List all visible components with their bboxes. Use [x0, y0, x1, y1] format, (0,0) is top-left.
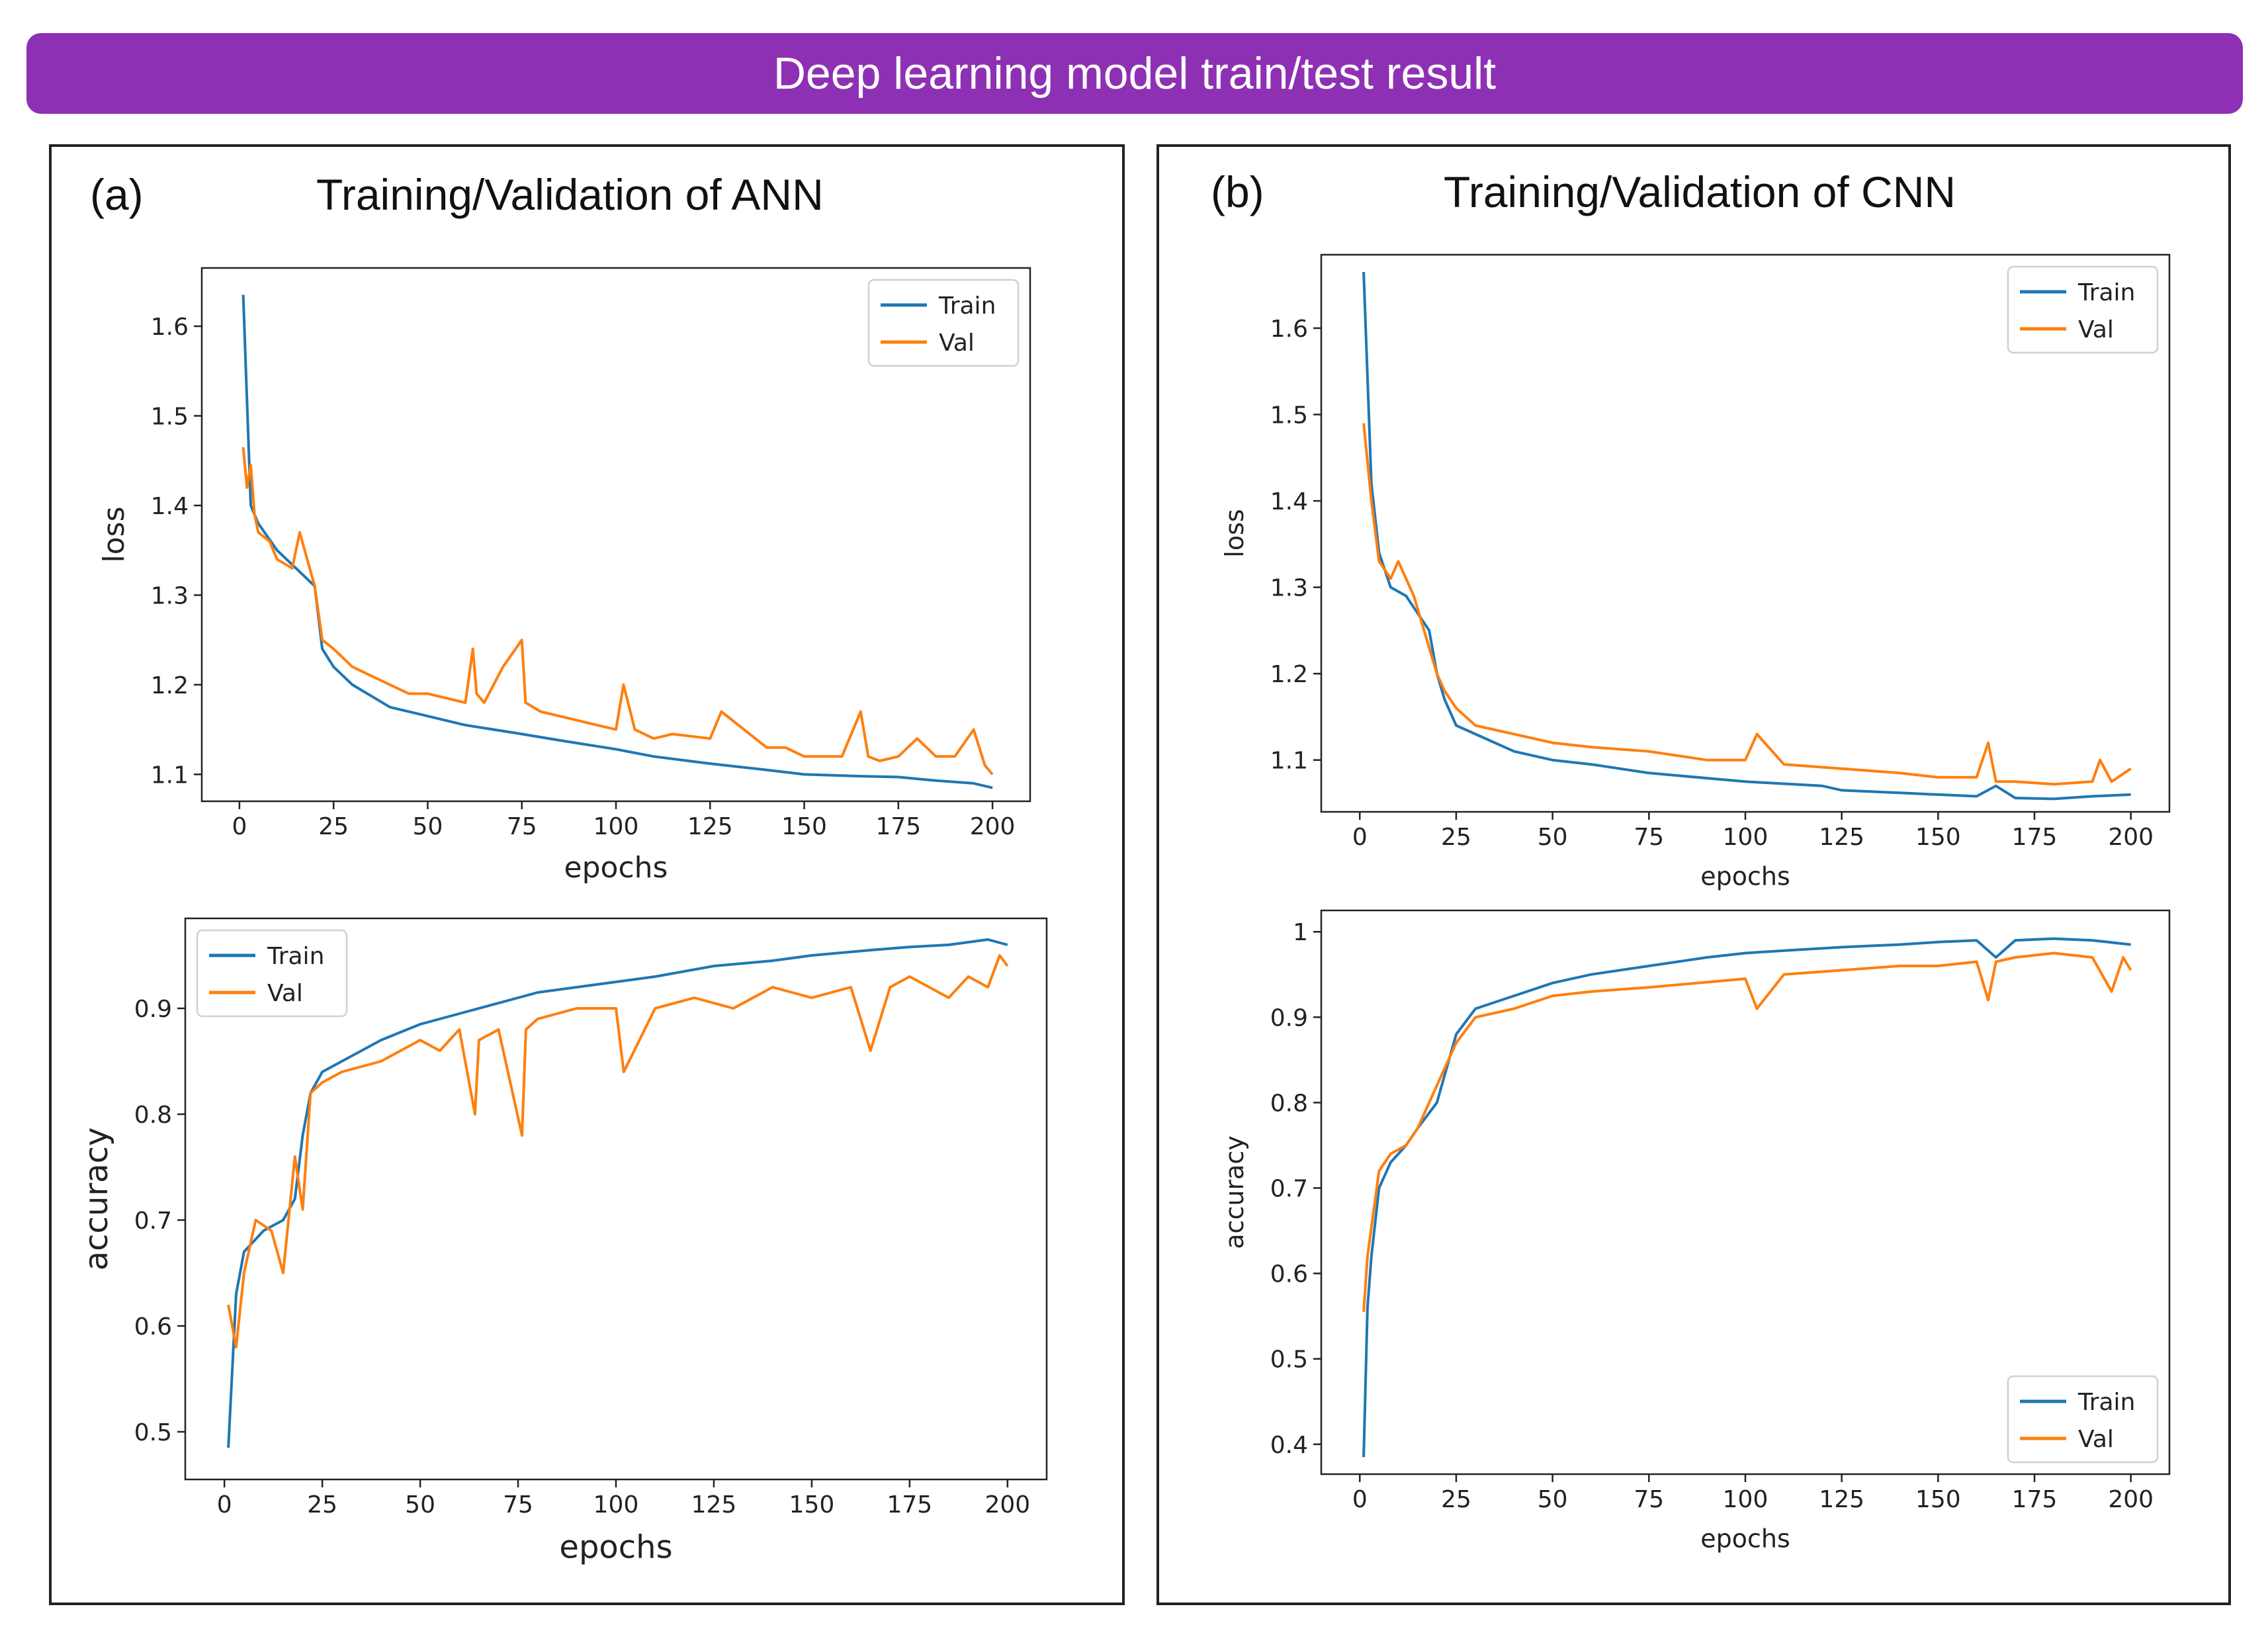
y-tick-label: 1.4: [1270, 488, 1308, 515]
chart-b-accuracy: 0 25 50 75 100 125 150 175 200 0.4 0.5 0.6 0.7 0.8 0.9…: [1220, 910, 2169, 1553]
x-tick-label: 50: [413, 813, 443, 840]
x-axis-label: epochs: [559, 1528, 672, 1565]
legend-label-val: Val: [267, 980, 303, 1007]
x-tick-label: 0: [1352, 1486, 1368, 1513]
legend-label-train: Train: [2077, 1389, 2135, 1416]
x-tick-label: 100: [593, 1491, 639, 1518]
x-tick-label: 175: [875, 813, 921, 840]
series-line-val: [243, 447, 993, 775]
x-tick-label: 175: [2012, 824, 2058, 851]
legend-label-train: Train: [267, 943, 324, 970]
legend-label-train: Train: [938, 292, 996, 320]
series-line-val: [1364, 423, 2131, 785]
legend-label-val: Val: [2078, 316, 2114, 343]
x-tick-label: 0: [232, 813, 247, 840]
y-tick-label: 1.2: [1270, 661, 1308, 688]
x-tick-label: 25: [1441, 824, 1471, 851]
chart-a-accuracy: 0 25 50 75 100 125 150 175 200 0.5 0.6 0.7 0.8 0.9 epo…: [78, 918, 1047, 1565]
x-tick-label: 50: [405, 1491, 435, 1518]
x-tick-label: 25: [1441, 1486, 1471, 1513]
legend: Train Val: [197, 930, 347, 1016]
y-tick-label: 1.6: [151, 314, 189, 341]
y-tick-label: 0.6: [134, 1313, 172, 1341]
y-tick-label: 0.6: [1270, 1261, 1308, 1288]
x-tick-label: 0: [1352, 824, 1368, 851]
x-tick-label: 25: [318, 813, 349, 840]
x-tick-label: 200: [2108, 824, 2154, 851]
chart-a-loss: 0 25 50 75 100 125 150 175 200 1.1 1.2 1.3 1.4 1.5 1.6…: [97, 268, 1030, 885]
x-tick-label: 125: [691, 1491, 737, 1518]
y-tick-label: 1.5: [1270, 402, 1308, 429]
y-tick-label: 1.3: [151, 582, 189, 609]
legend: Train Val: [2008, 1376, 2158, 1462]
x-tick-label: 100: [1723, 1486, 1768, 1513]
x-tick-label: 125: [687, 813, 733, 840]
y-axis-label: accuracy: [78, 1127, 115, 1271]
x-tick-label: 200: [970, 813, 1016, 840]
x-tick-label: 75: [1634, 1486, 1664, 1513]
legend-label-val: Val: [2078, 1426, 2114, 1453]
x-tick-label: 75: [507, 813, 537, 840]
x-tick-label: 75: [503, 1491, 533, 1518]
y-tick-label: 1.2: [151, 672, 189, 699]
legend-label-val: Val: [939, 330, 975, 357]
y-tick-label: 0.9: [1270, 1004, 1308, 1032]
x-tick-label: 0: [217, 1491, 232, 1518]
y-axis-label: accuracy: [1220, 1135, 1249, 1249]
y-axis-label: loss: [1220, 509, 1249, 557]
chart-b-loss: 0 25 50 75 100 125 150 175 200 1.1 1.2 1.3 1.4 1.5 1.6…: [1220, 255, 2169, 891]
x-tick-label: 25: [307, 1491, 337, 1518]
y-tick-label: 1.5: [151, 403, 189, 430]
x-tick-label: 125: [1819, 824, 1864, 851]
x-tick-label: 50: [1538, 824, 1568, 851]
x-tick-label: 200: [2108, 1486, 2154, 1513]
x-tick-label: 175: [2012, 1486, 2058, 1513]
x-tick-label: 175: [887, 1491, 933, 1518]
y-tick-label: 0.5: [134, 1419, 172, 1446]
y-tick-label: 1.6: [1270, 316, 1308, 343]
y-tick-label: 0.9: [134, 996, 172, 1023]
x-tick-label: 150: [1915, 1486, 1961, 1513]
y-tick-label: 0.8: [1270, 1090, 1308, 1117]
y-tick-label: 0.4: [1270, 1432, 1308, 1459]
y-tick-label: 1.1: [1270, 748, 1308, 775]
x-tick-label: 200: [984, 1491, 1030, 1518]
x-tick-label: 150: [781, 813, 827, 840]
legend: Train Val: [2008, 267, 2158, 353]
y-tick-label: 0.7: [134, 1208, 172, 1235]
x-tick-label: 100: [1723, 824, 1768, 851]
y-tick-label: 1.4: [151, 493, 189, 520]
x-axis-label: epochs: [1700, 861, 1790, 891]
x-tick-label: 125: [1819, 1486, 1864, 1513]
x-tick-label: 150: [1915, 824, 1961, 851]
x-axis-label: epochs: [1700, 1524, 1790, 1553]
x-tick-label: 50: [1538, 1486, 1568, 1513]
x-tick-label: 100: [593, 813, 639, 840]
legend-label-train: Train: [2077, 279, 2135, 306]
x-tick-label: 150: [789, 1491, 835, 1518]
y-tick-label: 0.8: [134, 1102, 172, 1129]
y-tick-label: 0.7: [1270, 1176, 1308, 1203]
x-tick-label: 75: [1634, 824, 1664, 851]
y-tick-label: 1.3: [1270, 575, 1308, 602]
y-axis-label: loss: [97, 507, 131, 563]
legend: Train Val: [869, 280, 1018, 366]
y-tick-label: 1.1: [151, 762, 189, 789]
x-axis-label: epochs: [564, 851, 668, 885]
y-tick-label: 1: [1293, 919, 1308, 946]
y-tick-label: 0.5: [1270, 1346, 1308, 1374]
